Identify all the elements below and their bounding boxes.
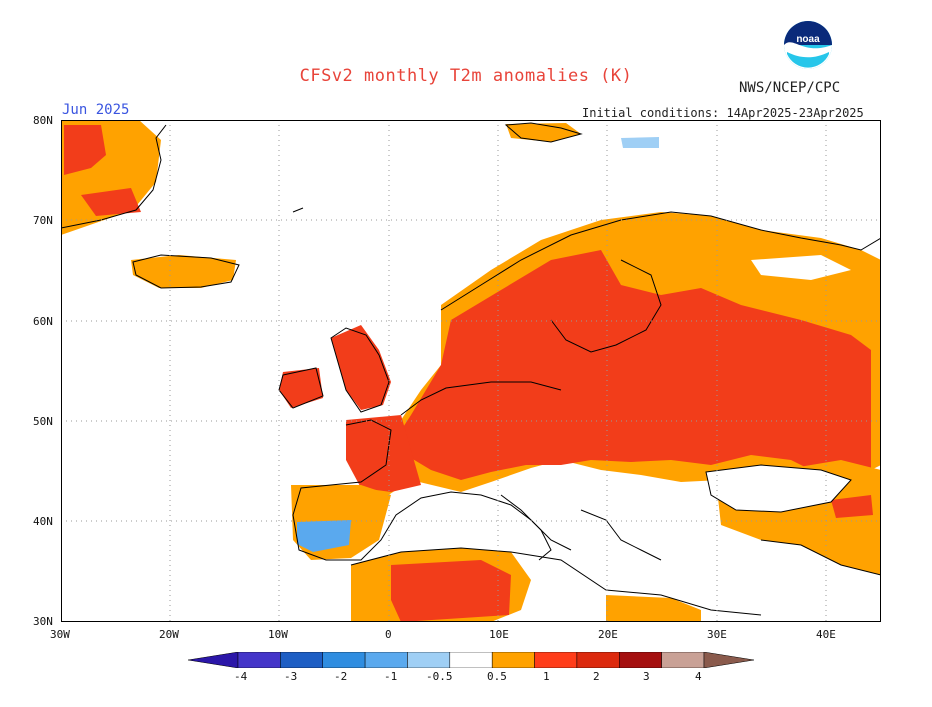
colorbar-label-05: 0.5	[487, 670, 507, 683]
levant-coast	[760, 539, 881, 576]
britain-coast	[330, 327, 390, 413]
colorbar-segment	[491, 652, 535, 668]
colorbar-label-neg3: -3	[284, 670, 298, 683]
logo-water	[787, 52, 829, 68]
lon-label-10e: 10E	[489, 628, 509, 641]
france-iberia-coast	[292, 419, 572, 561]
colorbar-label-neg1: -1	[384, 670, 398, 683]
noaa-logo-icon: noaa	[784, 21, 832, 69]
north-africa-coast	[350, 547, 762, 616]
north-sea-coast	[400, 381, 562, 416]
colorbar-label-1: 1	[543, 670, 550, 683]
baltic-coast	[550, 259, 662, 353]
colorbar-segment	[237, 652, 281, 668]
lon-label-20w: 20W	[159, 628, 179, 641]
colorbar-segment	[280, 652, 323, 668]
lon-label-40e: 40E	[816, 628, 836, 641]
ireland-coast	[278, 367, 324, 409]
svalbard-cold-anomaly	[621, 137, 659, 148]
colorbar-segment	[322, 652, 366, 668]
anomaly-layer	[61, 120, 881, 622]
black-sea-coast	[705, 464, 852, 513]
initial-conditions-label: Initial conditions: 14Apr2025-23Apr2025	[582, 106, 864, 120]
logo-upper-half	[784, 21, 832, 45]
italy-coast	[500, 494, 552, 561]
colorbar-label-neg2: -2	[334, 670, 348, 683]
lon-label-10w: 10W	[268, 628, 288, 641]
colorbar-segment	[619, 652, 662, 668]
colorbar-segment	[703, 652, 754, 668]
colorbar-label-2: 2	[593, 670, 600, 683]
colorbar-label-4: 4	[695, 670, 702, 683]
iceland-coast	[132, 254, 240, 289]
lat-label-50n: 50N	[33, 415, 53, 428]
lon-label-20e: 20E	[598, 628, 618, 641]
ireland-red	[279, 368, 323, 408]
graticule	[61, 120, 881, 622]
black-sea	[706, 465, 851, 512]
colorbar-label-neg4: -4	[234, 670, 248, 683]
agency-label: NWS/NCEP/CPC	[739, 80, 841, 96]
balkans-coast	[580, 509, 662, 561]
mediterranean-sea	[391, 492, 761, 590]
colorbar-segment	[407, 652, 451, 668]
valid-month-label: Jun 2025	[62, 102, 130, 118]
north-africa-red	[391, 560, 511, 622]
lat-label-30n: 30N	[33, 615, 53, 628]
colorbar-segment	[364, 652, 408, 668]
colorbar-segment	[661, 652, 705, 668]
lon-label-0: 0	[385, 628, 392, 641]
colorbar-segment	[449, 652, 493, 668]
colorbar-segment	[188, 652, 239, 668]
europe-red-core	[396, 250, 871, 480]
colorbar-label-3: 3	[643, 670, 650, 683]
svalbard-orange	[506, 123, 581, 142]
jan-mayen-coast	[292, 207, 304, 213]
libya-egypt-orange	[606, 595, 701, 622]
greenland-red-north	[64, 125, 106, 175]
map-frame	[61, 120, 881, 622]
white-sea	[751, 255, 851, 280]
map-title: CFSv2 monthly T2m anomalies (K)	[299, 66, 633, 86]
logo-text: noaa	[796, 34, 820, 45]
caucasus-red	[831, 495, 873, 518]
france-red	[346, 415, 421, 492]
scandinavia-russia-coast	[440, 211, 881, 311]
lat-label-70n: 70N	[33, 214, 53, 227]
lat-label-80n: 80N	[33, 114, 53, 127]
lat-label-60n: 60N	[33, 315, 53, 328]
coastline-layer	[61, 122, 881, 616]
svalbard-coast	[504, 122, 583, 143]
colorbar	[188, 652, 754, 668]
colorbar-segment	[576, 652, 620, 668]
colorbar-label-neg05: -0.5	[426, 670, 453, 683]
lat-label-40n: 40N	[33, 515, 53, 528]
lon-label-30w: 30W	[50, 628, 70, 641]
anomaly-map	[61, 120, 881, 622]
iberia-cold-anomaly	[297, 520, 351, 552]
lon-label-30e: 30E	[707, 628, 727, 641]
colorbar-segment	[534, 652, 578, 668]
iceland-orange	[131, 255, 236, 288]
greenland-red-south	[81, 188, 141, 216]
